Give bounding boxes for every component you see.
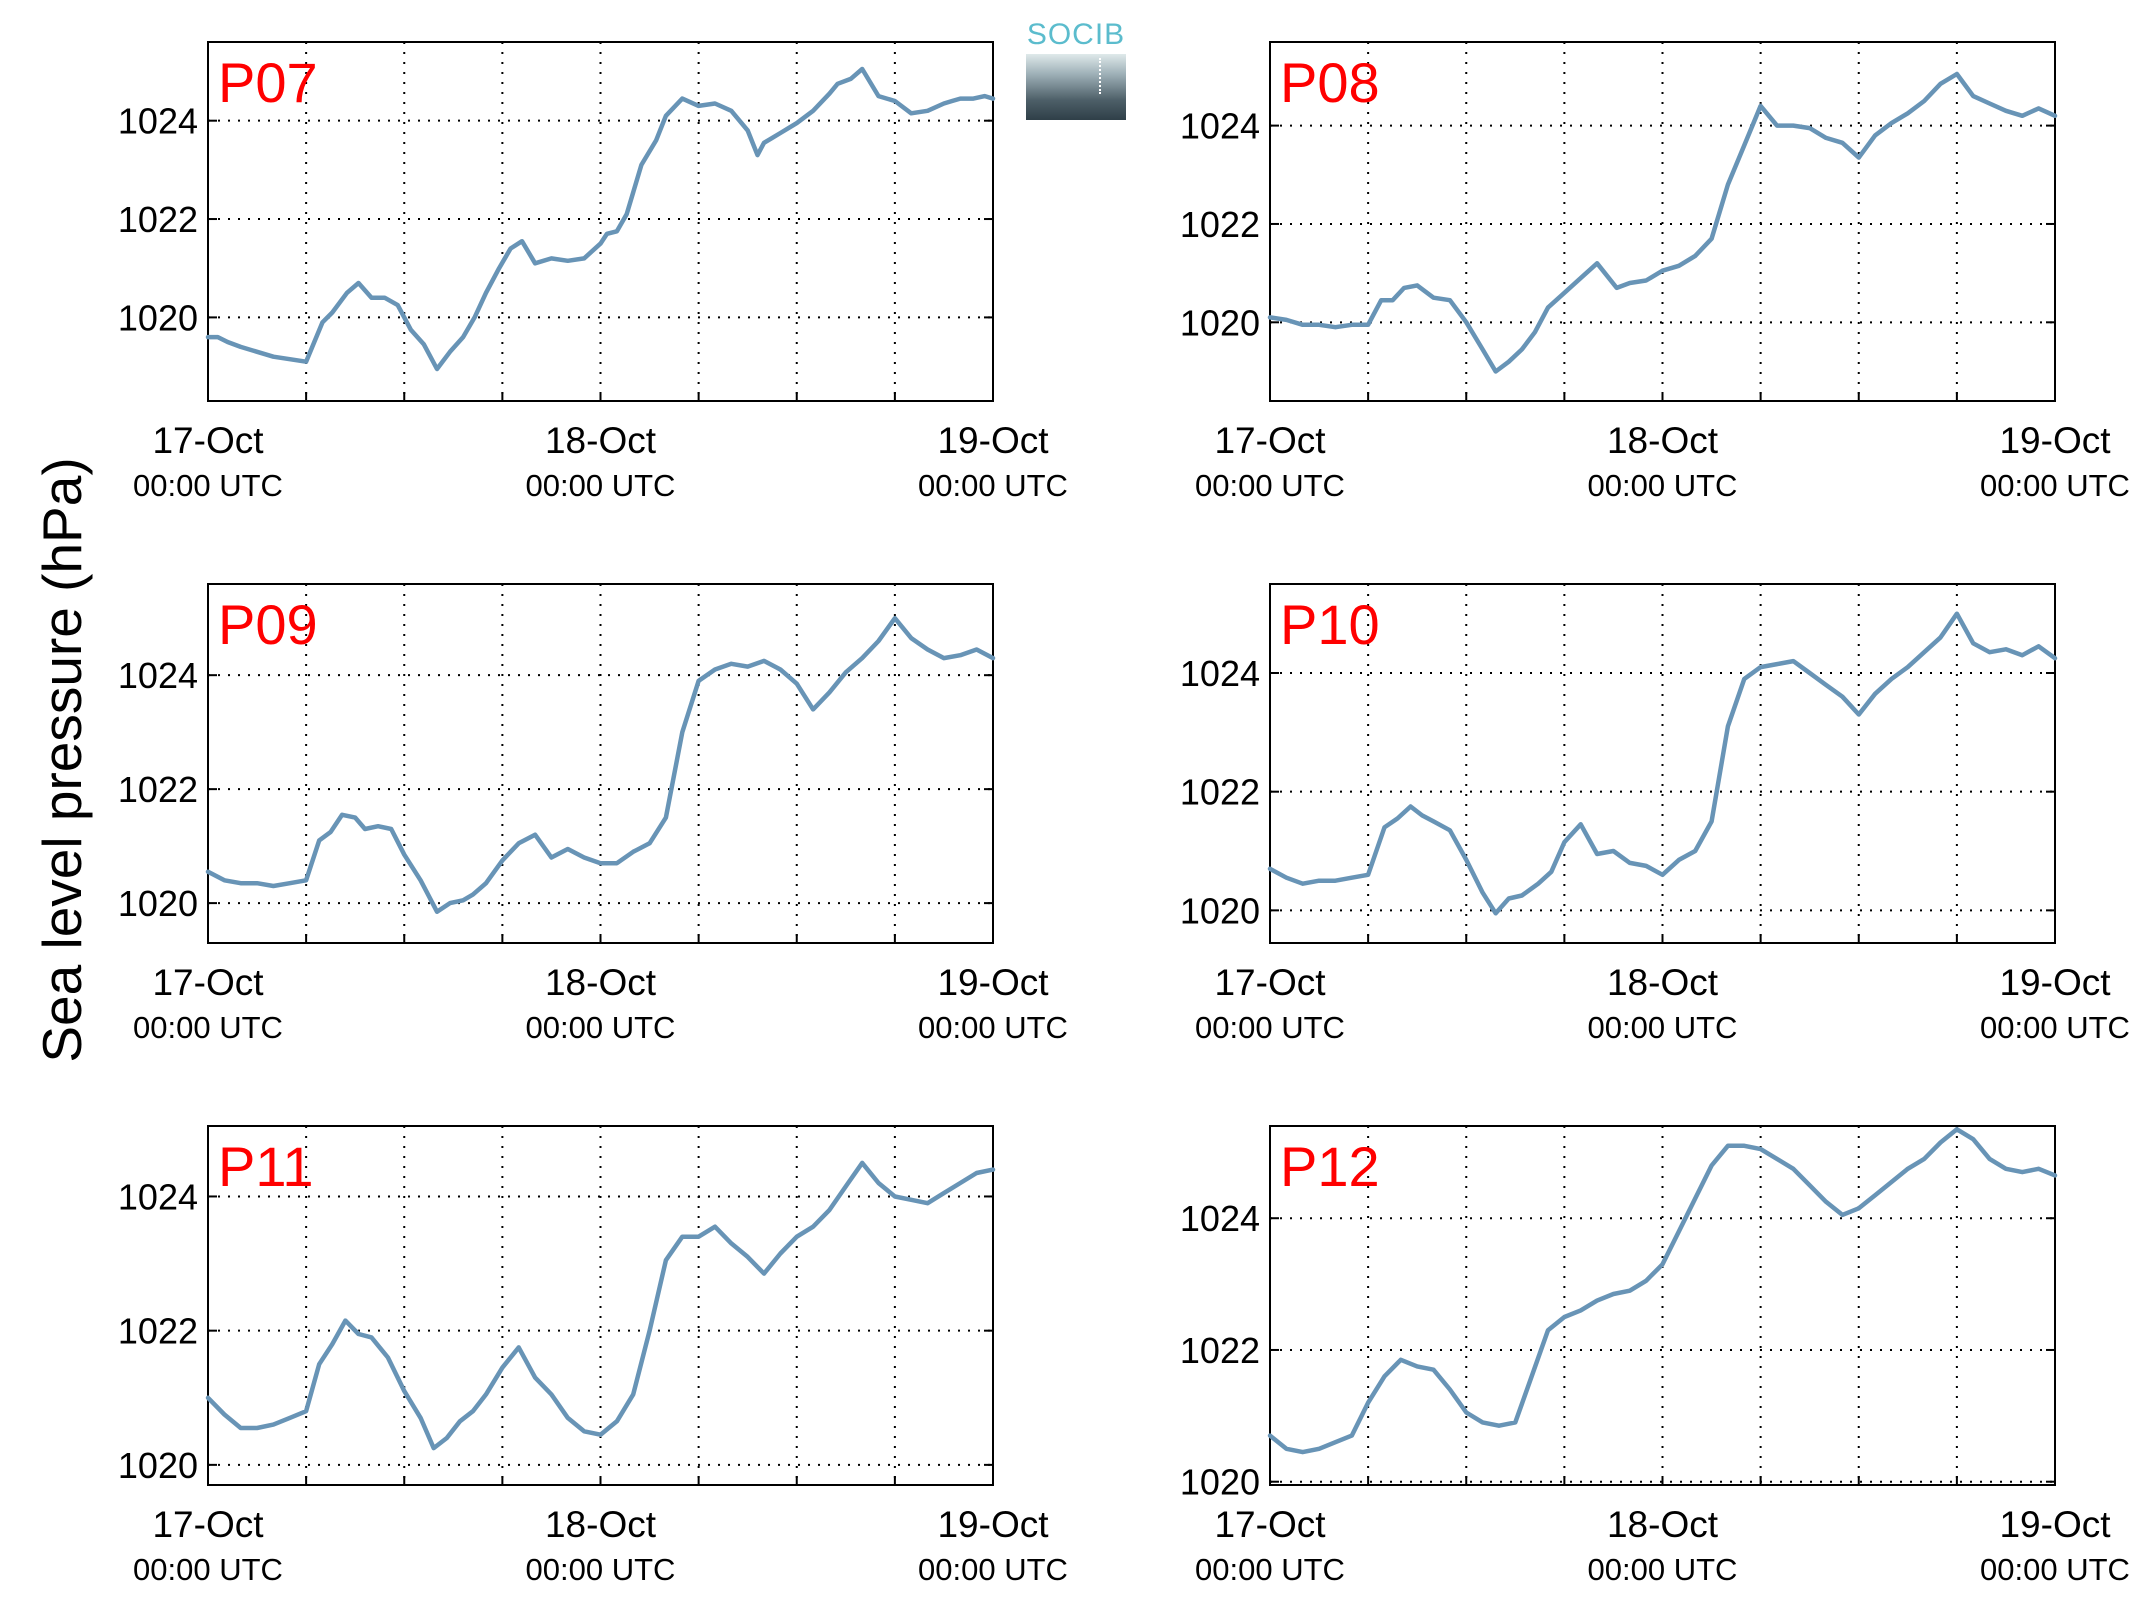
x-tick-sublabel: 00:00 UTC	[526, 1552, 676, 1587]
y-tick-label: 1024	[1180, 653, 1260, 694]
x-tick-label: 18-Oct	[545, 420, 657, 461]
panel-3: P09 1020 1022 1024 17-Oct 00:00 UTC 18-Oct 00:0…	[118, 583, 1068, 1045]
x-tick-sublabel: 00:00 UTC	[1980, 1552, 2130, 1587]
x-tick-label: 19-Oct	[1999, 962, 2111, 1003]
axes-box	[1269, 1125, 2056, 1486]
x-tick-label: 18-Oct	[1607, 962, 1719, 1003]
panel-title: P10	[1280, 593, 1380, 656]
socib-logo: SOCIB	[1026, 18, 1126, 120]
y-tick-label: 1024	[1180, 106, 1260, 147]
x-tick-sublabel: 00:00 UTC	[526, 1010, 676, 1045]
x-tick-label: 17-Oct	[152, 962, 264, 1003]
y-tick-label: 1022	[1180, 772, 1260, 813]
y-tick-label: 1020	[118, 297, 198, 338]
x-tick-sublabel: 00:00 UTC	[1588, 468, 1738, 503]
y-tick-label: 1020	[1180, 890, 1260, 931]
y-tick-label: 1020	[118, 883, 198, 924]
x-tick-sublabel: 00:00 UTC	[918, 1552, 1068, 1587]
logo-graphic	[1026, 54, 1126, 120]
y-tick-label: 1024	[1180, 1198, 1260, 1239]
panel-title: P09	[218, 593, 318, 656]
axes-box	[207, 583, 994, 944]
y-tick-label: 1022	[118, 199, 198, 240]
panel-6: P12 1020 1022 1024 17-Oct 00:00 UTC 18-Oct 00:0…	[1180, 1125, 2130, 1587]
panel-1: P07 1020 1022 1024 17-Oct 00:00 UTC 18-Oct 00:0…	[118, 41, 1068, 503]
y-tick-label: 1024	[118, 101, 198, 142]
x-tick-label: 18-Oct	[545, 962, 657, 1003]
y-tick-label: 1024	[118, 1176, 198, 1217]
x-tick-label: 19-Oct	[937, 420, 1049, 461]
x-tick-label: 19-Oct	[1999, 1504, 2111, 1545]
y-tick-label: 1024	[118, 655, 198, 696]
logo-text: SOCIB	[1026, 18, 1126, 51]
series-line	[1267, 1127, 2058, 1455]
x-tick-label: 19-Oct	[937, 962, 1049, 1003]
axes-box	[207, 41, 994, 402]
series-line	[1267, 71, 2058, 374]
x-tick-sublabel: 00:00 UTC	[918, 1010, 1068, 1045]
x-tick-sublabel: 00:00 UTC	[1980, 468, 2130, 503]
x-tick-sublabel: 00:00 UTC	[133, 1010, 283, 1045]
panel-4: P10 1020 1022 1024 17-Oct 00:00 UTC 18-Oct 00:0…	[1180, 583, 2130, 1045]
axes-box	[1269, 41, 2056, 402]
series-line	[205, 615, 996, 914]
x-tick-sublabel: 00:00 UTC	[918, 468, 1068, 503]
y-tick-label: 1022	[118, 1311, 198, 1352]
x-tick-sublabel: 00:00 UTC	[1980, 1010, 2130, 1045]
x-tick-label: 18-Oct	[1607, 1504, 1719, 1545]
panel-title: P11	[218, 1135, 313, 1198]
x-tick-sublabel: 00:00 UTC	[133, 468, 283, 503]
series-line	[205, 1160, 996, 1451]
y-tick-label: 1022	[118, 769, 198, 810]
series-line	[1267, 611, 2058, 916]
panel-title: P07	[218, 51, 318, 114]
x-tick-sublabel: 00:00 UTC	[1588, 1552, 1738, 1587]
panel-title: P08	[1280, 51, 1380, 114]
y-tick-label: 1022	[1180, 1330, 1260, 1371]
x-tick-label: 17-Oct	[152, 1504, 264, 1545]
y-tick-label: 1020	[1180, 1462, 1260, 1503]
panel-title: P12	[1280, 1135, 1380, 1198]
x-tick-label: 19-Oct	[1999, 420, 2111, 461]
y-tick-label: 1022	[1180, 204, 1260, 245]
y-tick-label: 1020	[118, 1445, 198, 1486]
y-tick-label: 1020	[1180, 302, 1260, 343]
x-tick-sublabel: 00:00 UTC	[133, 1552, 283, 1587]
x-tick-sublabel: 00:00 UTC	[1195, 1010, 1345, 1045]
panel-2: P08 1020 1022 1024 17-Oct 00:00 UTC 18-Oct 00:0…	[1180, 41, 2130, 503]
x-tick-label: 17-Oct	[1214, 1504, 1326, 1545]
x-tick-label: 17-Oct	[1214, 420, 1326, 461]
x-tick-sublabel: 00:00 UTC	[526, 468, 676, 503]
x-tick-label: 18-Oct	[545, 1504, 657, 1545]
x-tick-sublabel: 00:00 UTC	[1195, 468, 1345, 503]
x-tick-sublabel: 00:00 UTC	[1195, 1552, 1345, 1587]
x-tick-label: 18-Oct	[1607, 420, 1719, 461]
series-line	[205, 66, 996, 372]
x-tick-label: 19-Oct	[937, 1504, 1049, 1545]
x-tick-label: 17-Oct	[152, 420, 264, 461]
panel-5: P11 1020 1022 1024 17-Oct 00:00 UTC 18-Oct 00:0…	[118, 1125, 1068, 1587]
x-tick-sublabel: 00:00 UTC	[1588, 1010, 1738, 1045]
x-tick-label: 17-Oct	[1214, 962, 1326, 1003]
y-axis-label: Sea level pressure (hPa)	[31, 457, 93, 1063]
